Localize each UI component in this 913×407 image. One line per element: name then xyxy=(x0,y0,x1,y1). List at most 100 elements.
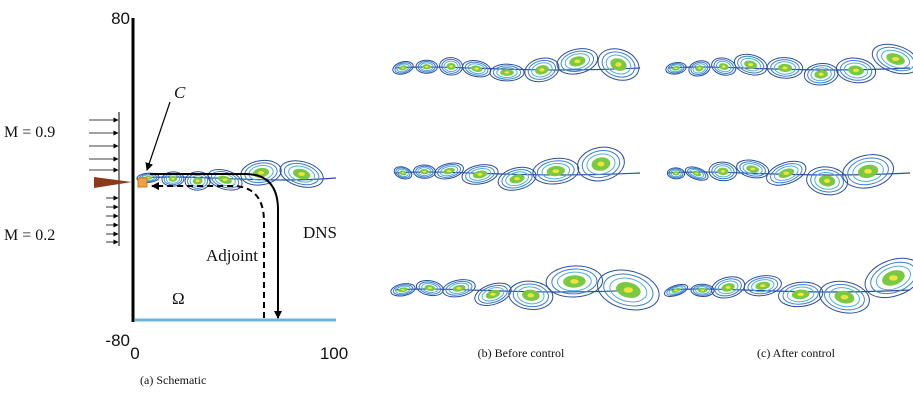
contour xyxy=(288,165,316,183)
contour xyxy=(688,60,711,77)
contour xyxy=(674,289,678,292)
contour xyxy=(496,67,518,79)
contour xyxy=(437,164,462,178)
contour xyxy=(497,166,537,191)
y-max-label: 80 xyxy=(111,9,130,28)
contour xyxy=(881,49,911,69)
contour xyxy=(539,68,545,72)
dns-path xyxy=(150,173,282,319)
contour xyxy=(481,287,505,302)
contour xyxy=(524,57,560,83)
contour xyxy=(609,277,648,303)
contour xyxy=(517,286,545,305)
contour xyxy=(171,177,175,181)
contour xyxy=(876,46,913,72)
contour xyxy=(689,169,705,179)
contour xyxy=(448,282,470,294)
contour xyxy=(725,285,731,289)
contour xyxy=(556,48,599,75)
contour xyxy=(864,257,913,299)
contour xyxy=(240,159,282,186)
contour xyxy=(257,170,265,175)
contour xyxy=(748,63,754,67)
contour xyxy=(605,54,632,75)
contour xyxy=(773,165,799,181)
contour xyxy=(819,280,870,314)
contour xyxy=(843,62,869,79)
contour xyxy=(581,150,621,179)
contour xyxy=(396,63,410,73)
dns-label: DNS xyxy=(303,223,337,242)
contour xyxy=(504,71,510,74)
contour xyxy=(623,287,634,293)
contour xyxy=(864,168,872,174)
contour xyxy=(508,280,554,310)
contour xyxy=(279,160,324,188)
contour xyxy=(773,61,797,75)
contour xyxy=(842,154,894,189)
contour xyxy=(462,60,492,78)
contour xyxy=(195,179,200,183)
contour xyxy=(415,59,438,74)
contour xyxy=(461,164,499,185)
contour xyxy=(489,63,525,82)
contour xyxy=(778,281,824,308)
contour xyxy=(395,285,411,295)
contour xyxy=(564,53,591,70)
contour xyxy=(422,170,427,173)
contour xyxy=(814,171,840,190)
contour xyxy=(556,271,592,292)
contour xyxy=(871,43,913,75)
contour xyxy=(443,60,459,73)
contour xyxy=(415,165,434,178)
contour xyxy=(711,57,737,76)
contour xyxy=(477,173,483,176)
inflow-arrows xyxy=(89,117,119,245)
contour xyxy=(690,61,709,76)
contour xyxy=(829,287,860,308)
contour xyxy=(419,62,434,72)
contour xyxy=(492,65,522,80)
contour xyxy=(684,166,709,181)
contour xyxy=(184,171,211,191)
vortex-contours xyxy=(136,43,913,314)
contour xyxy=(797,292,805,297)
contour xyxy=(803,63,839,86)
caption: (c) After control xyxy=(757,346,836,360)
contour xyxy=(875,265,911,291)
contour xyxy=(733,53,768,76)
contour xyxy=(222,178,228,182)
contour xyxy=(870,261,913,295)
contour xyxy=(586,153,616,175)
contour xyxy=(397,168,409,178)
contour xyxy=(467,63,486,75)
contour xyxy=(392,60,414,75)
contour xyxy=(421,282,439,294)
contour xyxy=(737,55,765,74)
caption: (a) Schematic xyxy=(140,373,206,387)
contour xyxy=(742,163,763,175)
contour xyxy=(818,72,824,76)
contour xyxy=(477,284,508,304)
contour xyxy=(674,172,678,175)
contour xyxy=(401,171,405,174)
contour xyxy=(395,167,411,179)
contour xyxy=(442,279,476,298)
splitter-plate xyxy=(94,177,132,188)
caption: (b) Before control xyxy=(478,346,565,360)
control-pointer xyxy=(145,101,171,171)
contour xyxy=(161,171,185,187)
contour xyxy=(446,169,452,173)
contour xyxy=(577,146,625,182)
contour xyxy=(456,287,462,290)
contour xyxy=(552,169,560,174)
y-min-label: -80 xyxy=(105,331,130,350)
contour xyxy=(449,65,453,68)
contour xyxy=(560,50,595,73)
contour xyxy=(603,273,654,307)
contour xyxy=(669,64,683,73)
contour xyxy=(697,67,702,70)
contour xyxy=(714,278,742,297)
contour xyxy=(700,289,705,292)
